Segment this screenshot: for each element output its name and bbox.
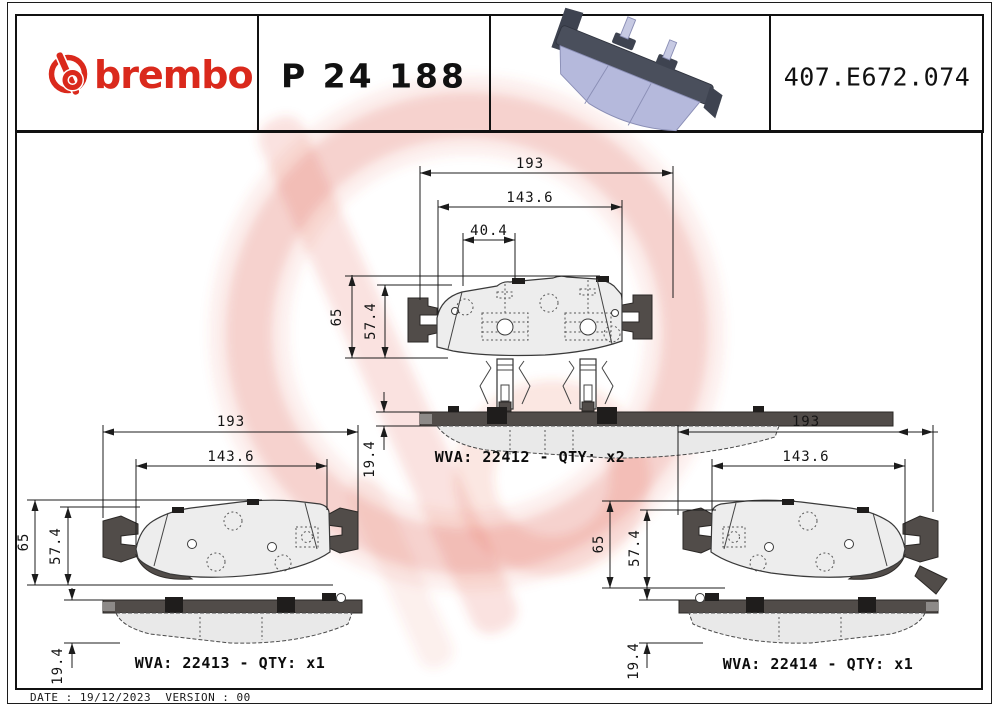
- dim-bl-thickness: 19.4: [50, 647, 66, 685]
- dim-br-pad-height: 57.4: [627, 529, 643, 567]
- dim-top-pad-width: 143.6: [506, 190, 554, 206]
- wva-line-top: WVA: 22412 - QTY: x2: [434, 448, 626, 466]
- dim-top-pad-height: 57.4: [363, 302, 379, 340]
- dim-top-clip-spacing: 40.4: [470, 223, 508, 239]
- dim-br-thickness: 19.4: [626, 642, 642, 680]
- reference-code: 407.E672.074: [783, 62, 971, 92]
- dim-top-overall-width: 193: [515, 156, 545, 172]
- dim-bl-pad-width: 143.6: [207, 449, 255, 465]
- dim-top-thickness: 19.4: [362, 440, 378, 478]
- dim-bl-overall-width: 193: [216, 414, 246, 430]
- wva-line-bottom-right: WVA: 22414 - QTY: x1: [722, 655, 914, 673]
- dim-br-overall-width: 193: [791, 414, 821, 430]
- dim-bl-overall-height: 65: [16, 532, 32, 552]
- dim-bl-pad-height: 57.4: [48, 527, 64, 565]
- brembo-wordmark: brembo: [94, 53, 254, 97]
- wva-line-bottom-left: WVA: 22413 - QTY: x1: [134, 654, 326, 672]
- part-number: P 24 188: [281, 56, 467, 96]
- date-version-line: DATE : 19/12/2023 VERSION : 00: [30, 691, 251, 704]
- dim-br-overall-height: 65: [591, 534, 607, 554]
- dim-top-overall-height: 65: [329, 307, 345, 327]
- dim-br-pad-width: 143.6: [782, 449, 830, 465]
